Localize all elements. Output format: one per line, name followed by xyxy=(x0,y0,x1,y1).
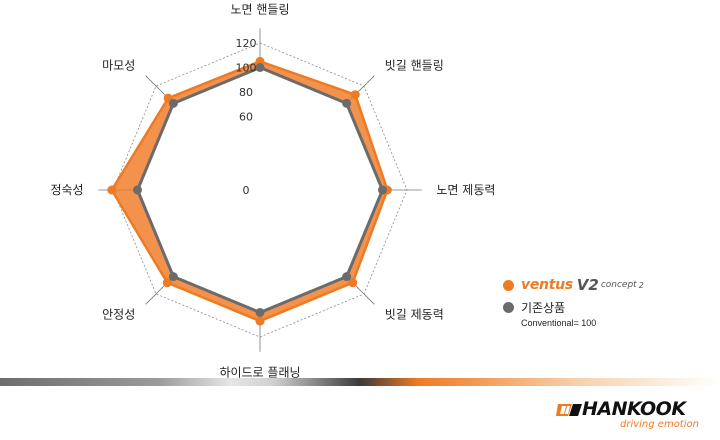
series-ventus-point xyxy=(162,278,172,288)
axis-label: 노면 제동력 xyxy=(436,183,495,197)
series-ventus-point xyxy=(348,278,358,288)
legend-brand-model: V2 xyxy=(576,276,599,294)
hankook-wordmark: HANKOOK xyxy=(582,398,686,420)
axis-label: 하이드로 플래닝 xyxy=(219,365,300,379)
axis-label: 노면 핸들링 xyxy=(230,2,289,17)
series-existing-point xyxy=(168,98,178,108)
axis-label: 정숙성 xyxy=(50,183,83,197)
hankook-tagline: driving emotion xyxy=(620,419,699,430)
axis-label: 안정성 xyxy=(102,308,135,322)
legend-existing-label: 기존상품 xyxy=(521,300,566,315)
series-ventus-point xyxy=(350,90,360,100)
hankook-flag-icon xyxy=(556,404,582,416)
radar-series xyxy=(107,56,392,326)
series-existing-point xyxy=(255,63,265,72)
series-existing-point xyxy=(133,185,142,195)
hankook-logo: HANKOOK driving emotion xyxy=(556,398,706,434)
series-existing-point xyxy=(378,185,387,195)
legend-item-ventus: ventus V2 concept 2 xyxy=(503,276,644,294)
series-existing-point xyxy=(342,272,352,282)
axis-label: 빗길 핸들링 xyxy=(385,57,444,72)
tick-label-120: 120 xyxy=(236,37,257,50)
axis-label: 빗길 제동력 xyxy=(385,308,444,322)
series-existing-point xyxy=(342,98,352,108)
legend: ventus V2 concept 2 기존상품 Conventional= 1… xyxy=(503,276,644,328)
gradient-divider-bar xyxy=(0,378,720,386)
tick-label-60: 60 xyxy=(239,111,253,124)
legend-item-existing: 기존상품 xyxy=(503,298,644,316)
axis-label: 마모성 xyxy=(102,58,135,72)
tick-label-100: 100 xyxy=(236,62,257,75)
series-ventus-point xyxy=(255,316,265,326)
legend-brand-sub: concept xyxy=(600,280,637,290)
tick-label-0: 0 xyxy=(243,184,250,197)
legend-brand-sup: 2 xyxy=(638,280,644,290)
legend-brand-name: ventus xyxy=(521,277,573,293)
series-existing-point xyxy=(168,272,178,282)
legend-dot-orange xyxy=(503,279,514,291)
legend-note: Conventional= 100 xyxy=(521,318,597,328)
tick-label-80: 80 xyxy=(239,86,253,99)
series-existing-point xyxy=(255,308,265,317)
series-ventus-point xyxy=(107,185,117,195)
legend-dot-gray xyxy=(503,301,514,313)
